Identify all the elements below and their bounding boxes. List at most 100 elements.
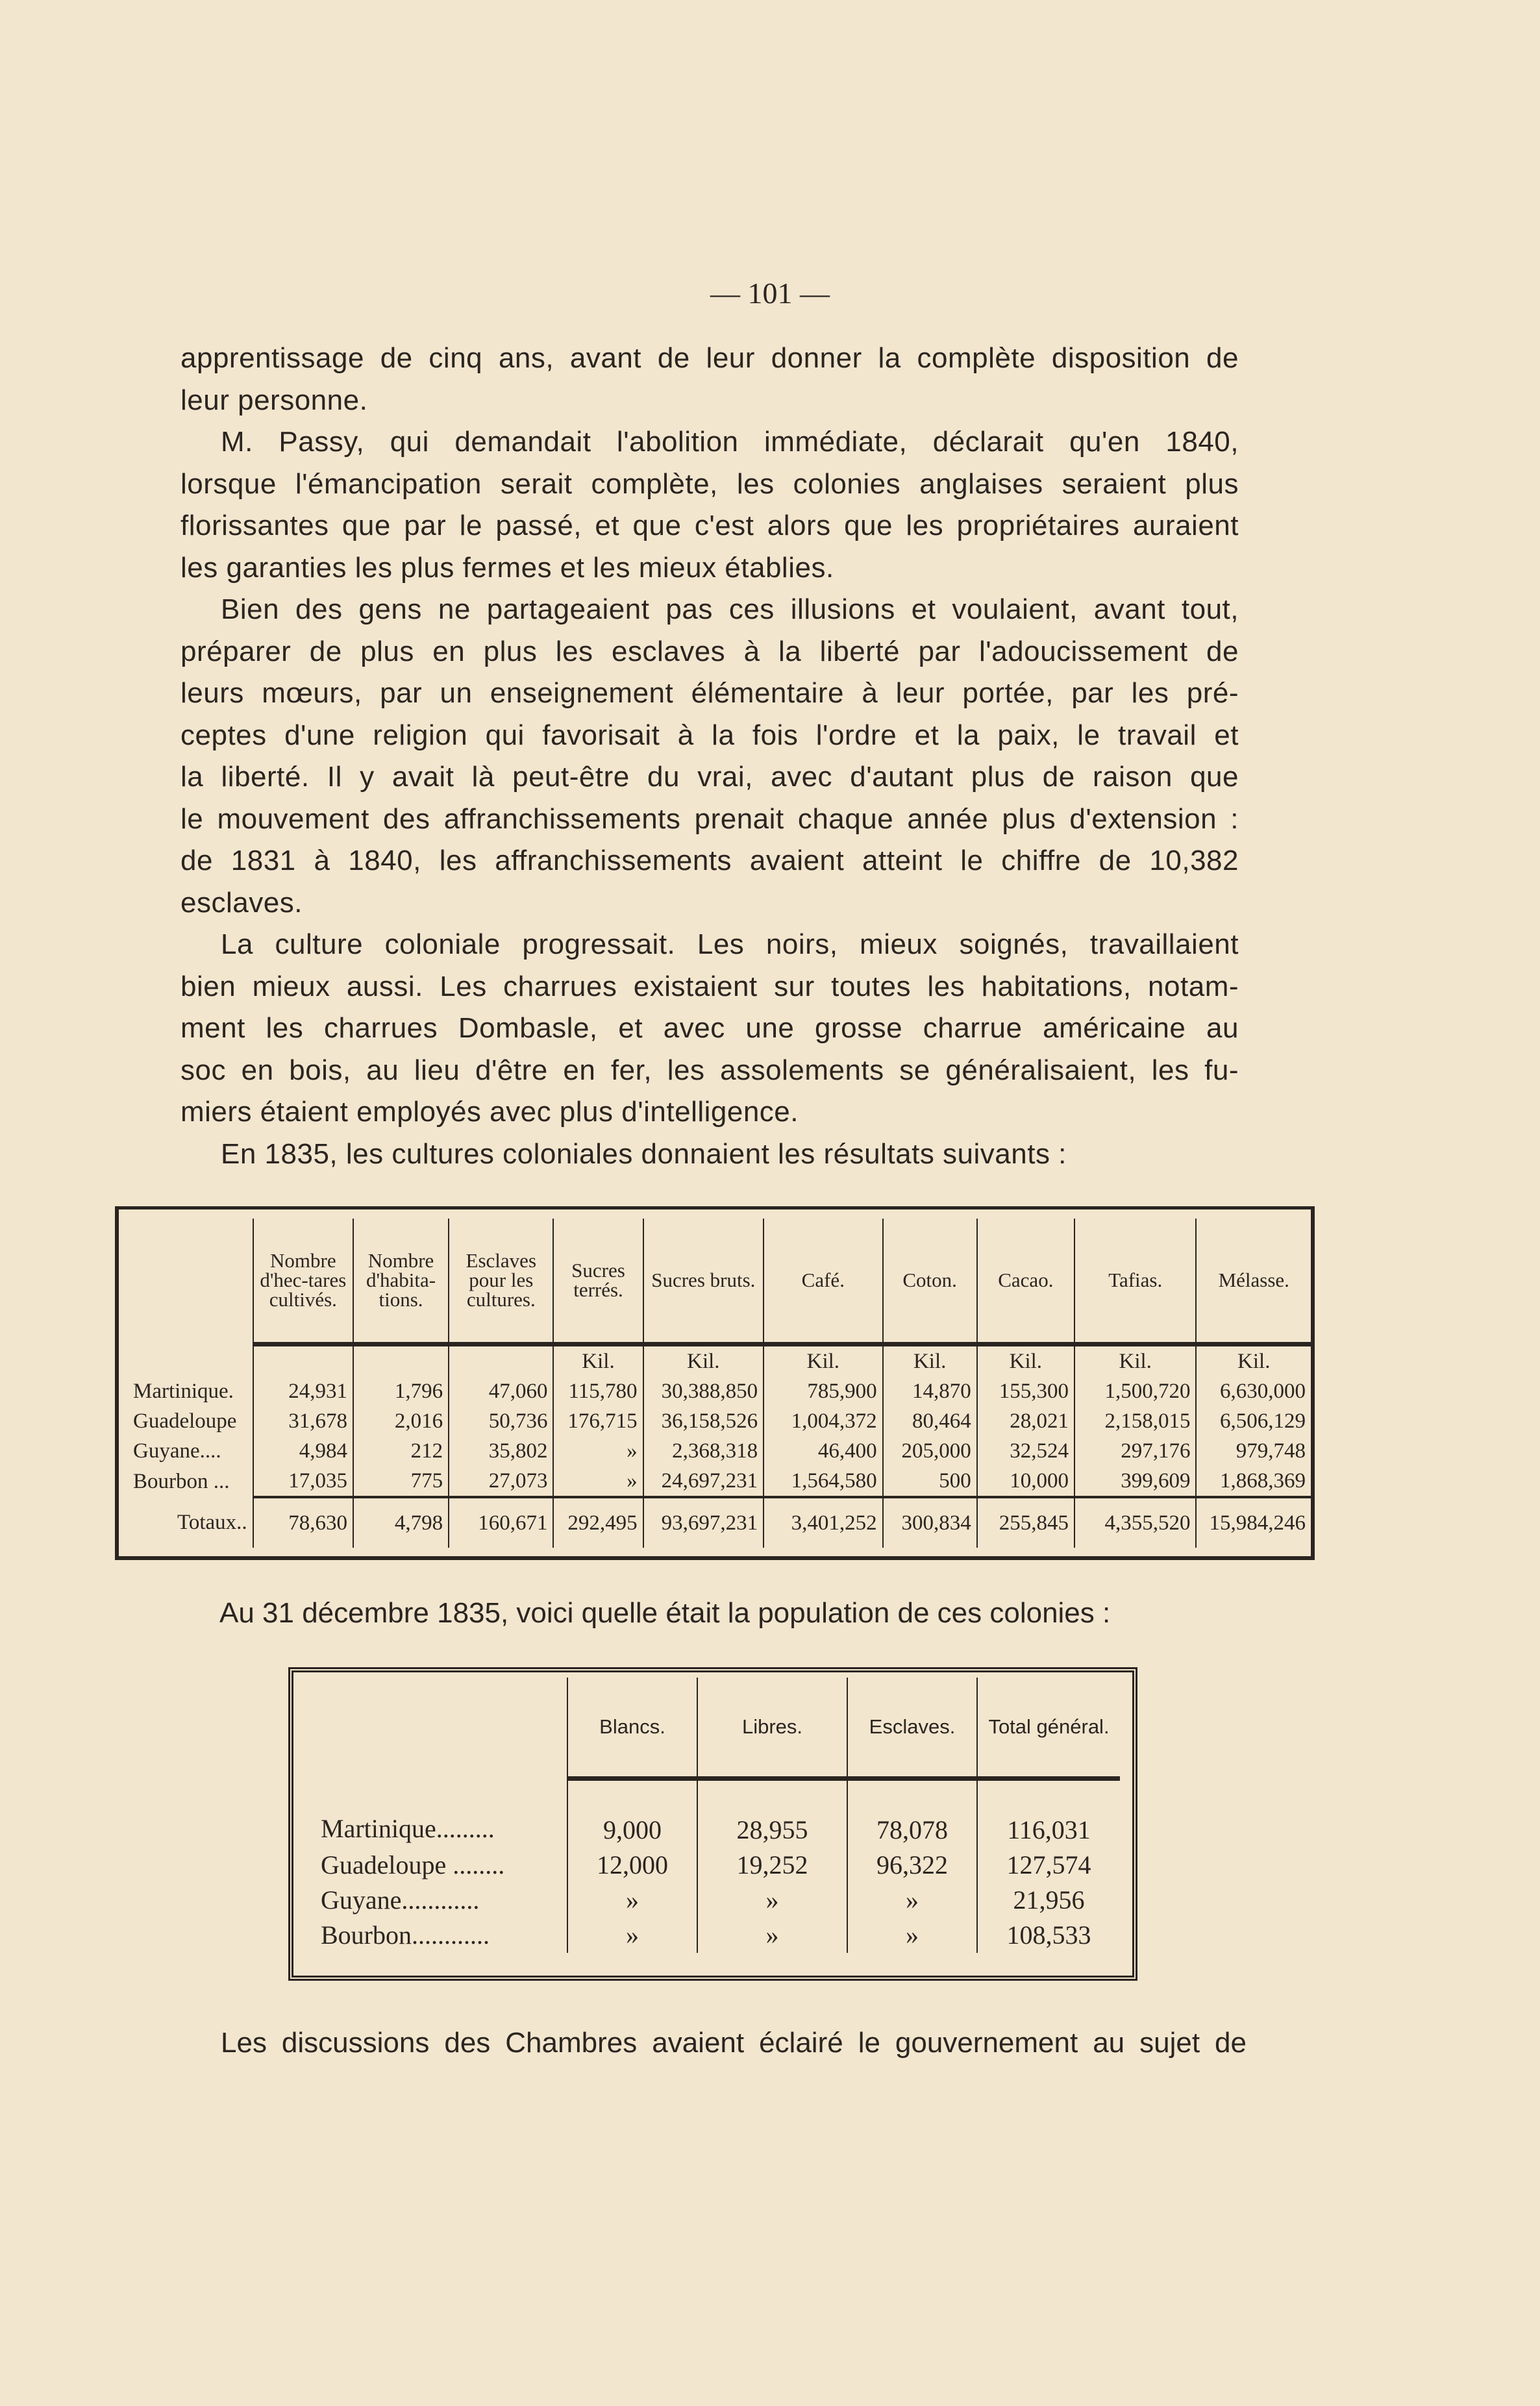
unit-cell: Kil. (976, 1342, 1074, 1376)
table-row: Bourbon............»»» 108,533 (301, 1918, 1120, 1953)
table-cell: 14,870 (882, 1376, 977, 1406)
total-cell: 160,671 (448, 1496, 554, 1548)
table-cell: 6,630,000 (1195, 1376, 1311, 1406)
text-line: apprentissage de cinq ans, avant de leur… (180, 342, 1239, 374)
table-row: Martinique......... 9,000 28,955 78,078 116,… (301, 1778, 1120, 1848)
total-cell: 4,355,520 (1073, 1496, 1197, 1548)
table-cell: 785,900 (763, 1376, 883, 1406)
total-cell: 300,834 (882, 1496, 977, 1548)
table-row: Guyane.... 4,984 212 35,802» 2,368,318 46,400… (119, 1436, 1311, 1466)
table-cell: 2,016 (352, 1406, 449, 1436)
unit-cell (119, 1345, 253, 1377)
total-cell: 3,401,252 (763, 1496, 883, 1548)
column-header (119, 1219, 253, 1345)
table-cell: 205,000 (882, 1436, 977, 1466)
column-header: Tafias. (1073, 1219, 1197, 1345)
table-cell: 96,322 (847, 1848, 977, 1883)
table-cell: » (553, 1466, 643, 1497)
row-label: Martinique......... (321, 1814, 495, 1844)
text-line: miers étaient employés avec plus d'intel… (180, 1096, 799, 1128)
population-table: Blancs. Libres. Esclaves. Total général. Ma… (288, 1667, 1137, 1981)
table-cell: 31,678 (252, 1406, 353, 1436)
unit-cell: Kil. (553, 1342, 643, 1376)
column-header: Nombre d'hec-tares cultivés. (252, 1219, 353, 1345)
text-line: la liberté. Il y avait là peut-être du v… (180, 761, 1239, 793)
table-cell: 27,073 (448, 1466, 554, 1497)
table-cell: 28,021 (976, 1406, 1074, 1436)
closing-line: Les discussions des Chambres avaient écl… (221, 2027, 1247, 2059)
unit-cell: Kil. (763, 1342, 883, 1376)
row-label: Guyane............ (321, 1885, 480, 1915)
row-label: Guyane.... (133, 1439, 221, 1463)
text-line: le mouvement des affranchissements prena… (180, 802, 1239, 835)
table-cell: 80,464 (882, 1406, 977, 1436)
total-cell: 255,845 (976, 1496, 1074, 1548)
total-cell: 78,630 (252, 1496, 353, 1548)
table-cell: » (847, 1918, 977, 1953)
text-line: de 1831 à 1840, les affranchissements av… (180, 845, 1239, 876)
units-row: Kil. Kil. Kil. Kil. Kil. Kil. Kil. (119, 1342, 1311, 1377)
total-cell: 93,697,231 (642, 1496, 764, 1548)
unit-cell (352, 1342, 449, 1376)
total-cell: 15,984,246 (1195, 1496, 1311, 1548)
table-cell: 4,984 (252, 1436, 353, 1466)
column-header: Café. (763, 1219, 883, 1345)
table-cell: 30,388,850 (642, 1376, 764, 1406)
table-cell: 399,609 (1073, 1466, 1197, 1497)
table-row: Bourbon ... 17,035 775 27,073» 24,697,231 1,5… (119, 1466, 1311, 1497)
column-header: Esclaves pour les cultures. (448, 1219, 554, 1345)
unit-cell: Kil. (642, 1342, 764, 1376)
table-cell: 9,000 (567, 1778, 697, 1848)
table-cell: 775 (352, 1466, 449, 1497)
column-header: Sucres bruts. (642, 1219, 764, 1345)
table-row: Guadeloupe 31,678 2,016 50,736 176,715 36,158… (119, 1406, 1311, 1436)
table-cell: 1,796 (352, 1376, 449, 1406)
table-cell: » (567, 1918, 697, 1953)
table-cell: 10,000 (976, 1466, 1074, 1497)
table-header-row: Nombre d'hec-tares cultivés. Nombre d'hab… (119, 1219, 1311, 1345)
table-cell: 115,780 (553, 1376, 643, 1406)
total-cell: 292,495 (553, 1496, 643, 1548)
body-text: apprentissage de cinq ans, avant de leur… (180, 338, 1239, 1175)
table-cell: 78,078 (847, 1778, 977, 1848)
table-cell: 1,564,580 (763, 1466, 883, 1497)
text-line: M. Passy, qui demandait l'abolition immé… (221, 426, 1239, 458)
column-header: Mélasse. (1195, 1219, 1311, 1345)
table-cell: 979,748 (1195, 1436, 1311, 1466)
table-cell: 155,300 (976, 1376, 1074, 1406)
table-header-row: Blancs. Libres. Esclaves. Total général. (301, 1678, 1120, 1781)
unit-cell (448, 1342, 554, 1376)
table-cell: 47,060 (448, 1376, 554, 1406)
table-cell: 6,506,129 (1195, 1406, 1311, 1436)
column-header: Cacao. (976, 1219, 1074, 1345)
text-line: florissantes que par le passé, et que c'… (180, 510, 1239, 541)
column-header: Coton. (882, 1219, 977, 1345)
table-cell: 212 (352, 1436, 449, 1466)
table-cell: » (553, 1436, 643, 1466)
column-header: Blancs. (567, 1678, 697, 1781)
table-cell: 28,955 (697, 1778, 847, 1848)
page-number: — 101 — (710, 277, 830, 310)
table-row: Martinique. 24,931 1,796 47,060 115,780 30,38… (119, 1376, 1311, 1406)
population-caption: Au 31 décembre 1835, voici quelle était … (219, 1597, 1111, 1629)
text-line: leur personne. (180, 384, 368, 416)
table-row: Guadeloupe ........ 12,000 19,252 96,322 127… (301, 1848, 1120, 1883)
unit-cell (252, 1342, 353, 1376)
text-line: ment les charrues Dombasle, et avec une … (180, 1012, 1239, 1044)
table-cell: 500 (882, 1466, 977, 1497)
row-label: Bourbon ... (133, 1470, 230, 1493)
table-cell: 35,802 (448, 1436, 554, 1466)
table-cell: » (697, 1883, 847, 1918)
population-table-grid: Blancs. Libres. Esclaves. Total général. Ma… (301, 1678, 1120, 1953)
table-cell: 46,400 (763, 1436, 883, 1466)
row-label: Bourbon............ (321, 1920, 490, 1950)
table-cell: 50,736 (448, 1406, 554, 1436)
table-cell: 297,176 (1073, 1436, 1197, 1466)
table-cell: 127,574 (976, 1848, 1120, 1883)
column-header: Libres. (697, 1678, 847, 1781)
table-cell: 36,158,526 (642, 1406, 764, 1436)
table-cell: 17,035 (252, 1466, 353, 1497)
table-cell: 116,031 (976, 1778, 1120, 1848)
table-cell: 21,956 (976, 1883, 1120, 1918)
